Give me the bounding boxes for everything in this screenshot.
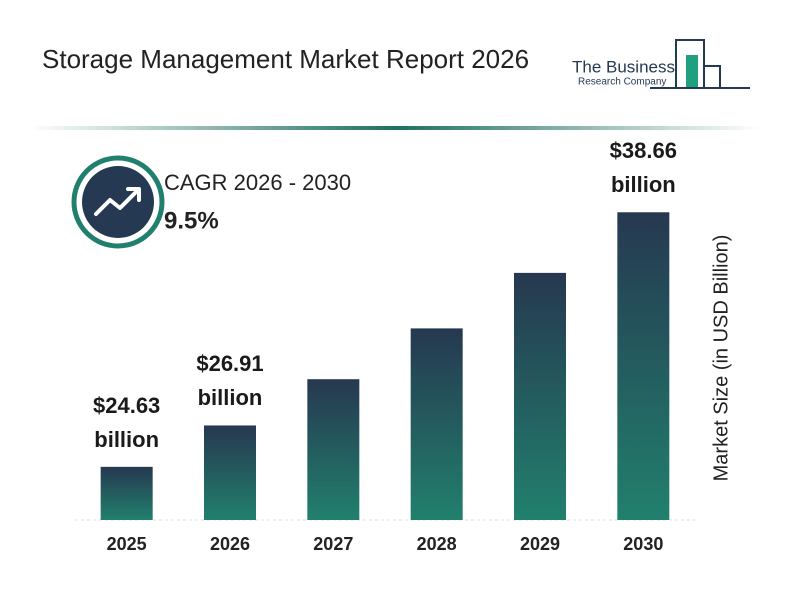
- x-tick-label: 2025: [107, 534, 147, 554]
- logo: The Business Research Company: [572, 39, 750, 89]
- x-tick-label: 2026: [210, 534, 250, 554]
- logo-text: The Business: [572, 57, 675, 76]
- data-label: $26.91 billion: [196, 351, 264, 411]
- cagr-label: CAGR 2026 - 2030: [164, 170, 351, 195]
- cagr-badge: CAGR 2026 - 2030 9.5%: [71, 155, 351, 249]
- data-label: $38.66 billion: [609, 138, 677, 198]
- bar: [514, 272, 566, 520]
- bar: [307, 379, 360, 520]
- logo-text: Research Company: [578, 77, 666, 88]
- x-tick-label: 2029: [520, 534, 560, 554]
- cagr-value: 9.5%: [164, 207, 219, 234]
- bar: [410, 328, 463, 520]
- chart-title: Storage Management Market Report 2026: [42, 44, 530, 74]
- y-axis-label: Market Size (in USD Billion): [710, 235, 732, 482]
- bar: [617, 212, 670, 521]
- bar: [204, 425, 256, 520]
- divider: [30, 126, 760, 130]
- data-label: $24.63 billion: [93, 392, 161, 452]
- x-tick-label: 2030: [623, 534, 663, 554]
- x-tick-label: 2028: [417, 534, 457, 554]
- x-tick-label: 2027: [313, 534, 353, 554]
- bar: [100, 466, 153, 520]
